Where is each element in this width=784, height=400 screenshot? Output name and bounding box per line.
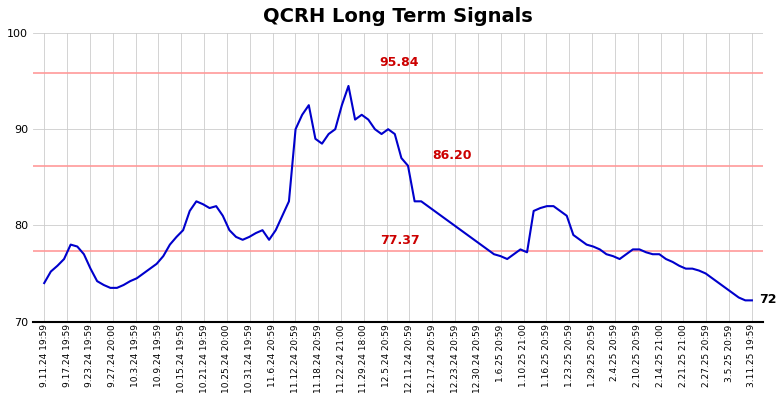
- Text: 77.37: 77.37: [379, 234, 419, 247]
- Text: 95.84: 95.84: [379, 56, 419, 69]
- Text: 86.20: 86.20: [432, 149, 472, 162]
- Title: QCRH Long Term Signals: QCRH Long Term Signals: [263, 7, 533, 26]
- Text: 72: 72: [759, 293, 776, 306]
